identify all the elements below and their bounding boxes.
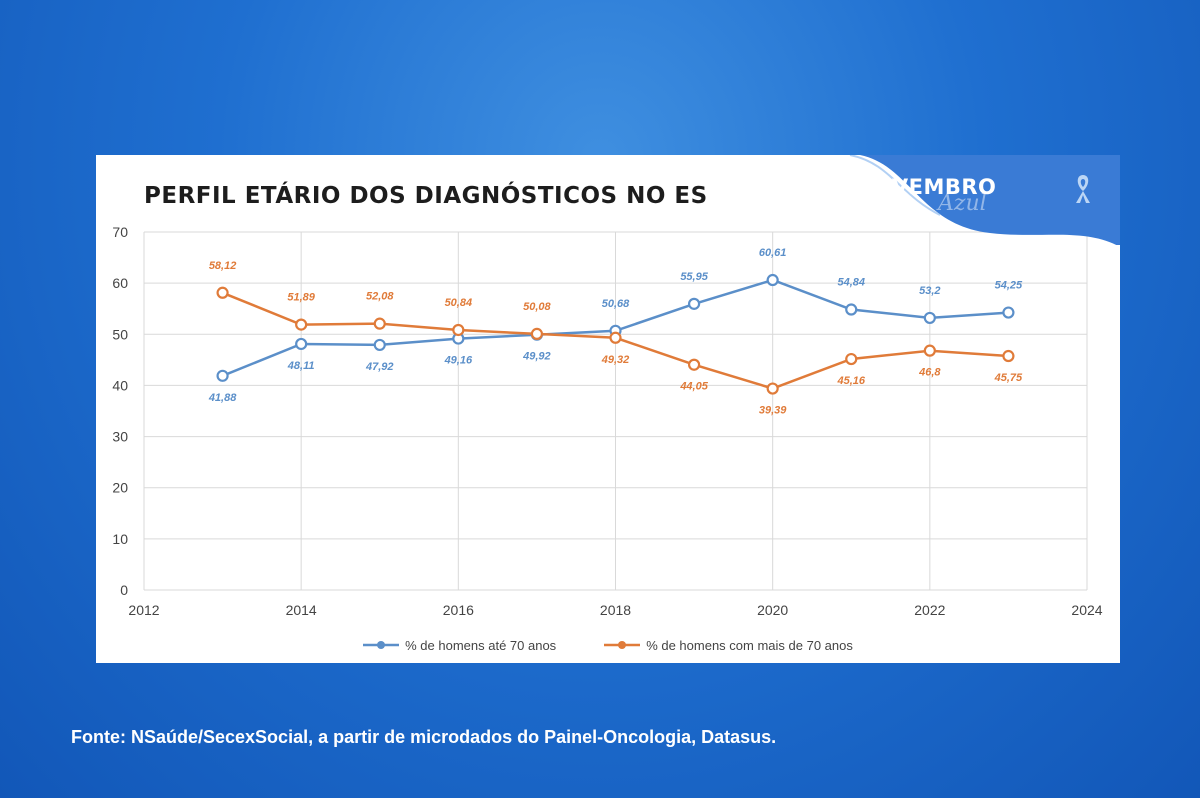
data-label: 45,75 — [994, 372, 1023, 384]
data-point — [766, 273, 779, 287]
chart-title: PERFIL ETÁRIO DOS DIAGNÓSTICOS NO ES — [144, 183, 708, 209]
data-point — [609, 331, 622, 344]
data-point — [687, 358, 701, 371]
data-label: 49,16 — [444, 355, 473, 367]
data-label: 52,08 — [366, 291, 394, 303]
data-point — [295, 318, 308, 331]
data-point — [216, 286, 229, 299]
data-label: 54,84 — [837, 277, 865, 289]
x-tick-label: 2014 — [286, 602, 317, 618]
chart-card: 0 10 20 30 40 50 60 70 2012 2014 2016 2018 2020 2022 2… — [96, 155, 1120, 663]
data-label: 54,25 — [995, 280, 1023, 292]
data-point — [1002, 349, 1015, 363]
y-tick-label: 10 — [112, 531, 128, 547]
brand-name: NOVEMBRO — [856, 175, 997, 199]
data-label: 58,12 — [209, 260, 237, 272]
chart-legend: % de homens até 70 anos % de homens com … — [96, 633, 1120, 657]
data-label: 49,32 — [601, 354, 630, 366]
x-tick-label: 2012 — [128, 602, 159, 618]
data-point — [923, 311, 936, 325]
y-tick-label: 30 — [112, 429, 128, 445]
legend-label-over-70: % de homens com mais de 70 anos — [646, 637, 853, 653]
legend-swatch-orange — [604, 641, 641, 649]
data-point — [923, 344, 936, 357]
y-tick-label: 20 — [112, 480, 128, 496]
data-label: 47,92 — [365, 361, 394, 373]
data-point — [1002, 306, 1015, 319]
data-point — [845, 352, 858, 366]
awareness-ribbon-icon — [1076, 175, 1090, 203]
brand-script: Azul — [938, 191, 987, 216]
x-tick-label: 2016 — [443, 602, 474, 618]
data-label: 49,92 — [522, 351, 551, 363]
data-label: 50,68 — [602, 298, 630, 310]
data-point — [373, 317, 386, 330]
data-point — [452, 323, 465, 337]
line-chart: 0 10 20 30 40 50 60 70 2012 2014 2016 2018 2020 2022 2… — [112, 224, 1102, 618]
x-tick-label: 2018 — [600, 602, 631, 618]
legend-item-over-70: % de homens com mais de 70 anos — [604, 638, 853, 653]
legend-label-under-70: % de homens até 70 anos — [405, 637, 557, 653]
data-point — [766, 382, 779, 395]
y-tick-label: 60 — [112, 275, 128, 291]
data-point — [373, 338, 386, 352]
x-tick-label: 2020 — [757, 602, 788, 618]
x-tick-label: 2024 — [1071, 602, 1102, 618]
novembro-azul-logo: NOVEMBRO Azul — [820, 155, 1120, 245]
data-point — [845, 303, 858, 316]
data-label: 50,84 — [445, 297, 473, 309]
data-label: 41,88 — [208, 392, 237, 404]
y-tick-label: 0 — [120, 582, 128, 598]
data-label: 46,8 — [918, 367, 941, 379]
source-caption: Fonte: NSaúde/SecexSocial, a partir de m… — [71, 727, 777, 747]
x-tick-label: 2022 — [914, 602, 945, 618]
data-label: 45,16 — [836, 375, 865, 387]
data-label: 50,08 — [523, 301, 551, 313]
legend-swatch-blue — [363, 641, 400, 649]
brand-wave-shape — [849, 155, 1120, 245]
data-label: 39,39 — [759, 405, 787, 417]
data-label: 48,11 — [287, 360, 315, 372]
y-tick-label: 50 — [112, 326, 128, 342]
data-label: 44,05 — [679, 381, 708, 393]
data-point — [295, 337, 308, 351]
data-point — [530, 327, 544, 340]
legend-item-under-70: % de homens até 70 anos — [363, 638, 556, 653]
data-point — [216, 369, 229, 382]
data-label: 60,61 — [759, 247, 787, 259]
y-tick-label: 70 — [112, 224, 128, 240]
data-label: 51,89 — [287, 292, 315, 304]
y-tick-label: 40 — [112, 377, 128, 393]
data-label: 53,2 — [919, 285, 940, 297]
data-point — [687, 297, 701, 310]
data-label: 55,95 — [680, 271, 708, 283]
